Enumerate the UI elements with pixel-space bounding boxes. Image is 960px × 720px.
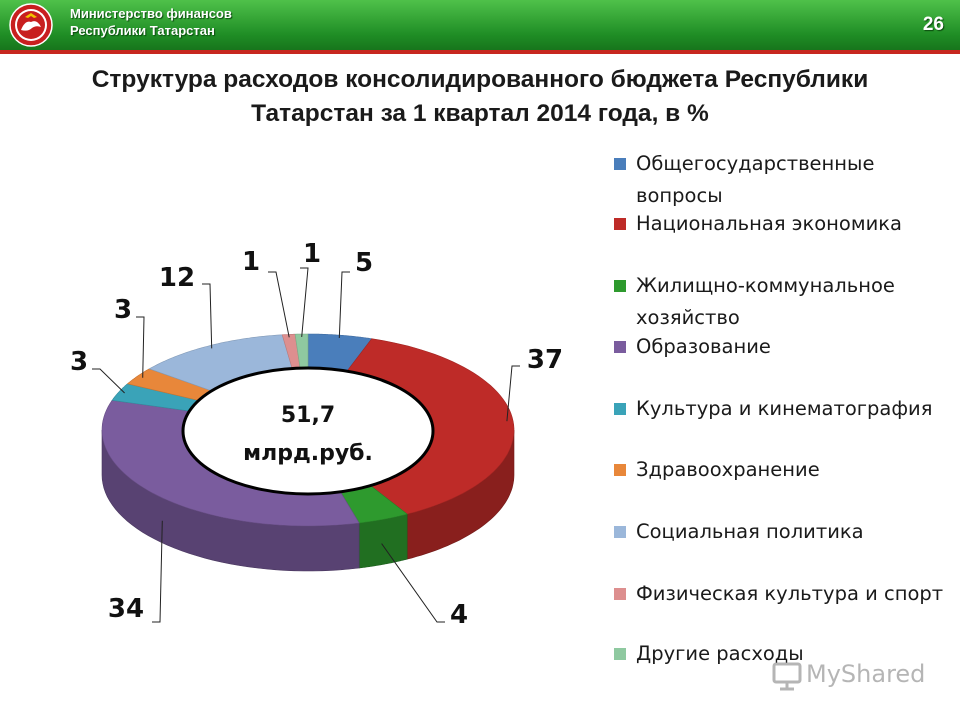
legend-label: Национальная экономика [636, 212, 902, 235]
legend-swatch [614, 648, 626, 660]
legend-label: Жилищно-коммунальное хозяйство [636, 274, 895, 329]
legend-swatch [614, 403, 626, 415]
leader-line [92, 368, 125, 394]
ministry-name-line2: Республики Татарстан [70, 23, 215, 38]
ministry-name: Министерство финансов Республики Татарст… [70, 5, 232, 39]
page-number: 26 [922, 14, 944, 35]
legend-label: Общегосударственные вопросы [636, 152, 875, 207]
legend-swatch [614, 588, 626, 600]
slide-title-line1: Структура расходов консолидированного бю… [91, 66, 869, 93]
tatarstan-emblem-icon [9, 3, 53, 47]
header-accent-line [0, 50, 960, 54]
data-label: 12 [159, 263, 195, 293]
leader-line [268, 271, 290, 338]
data-label: 37 [527, 345, 563, 375]
legend-swatch [614, 526, 626, 538]
donut-center [181, 366, 435, 496]
slide-title-line2: Татарстан за 1 квартал 2014 года, в % [251, 100, 709, 127]
header-bar [0, 0, 960, 50]
leader-lines [92, 267, 520, 623]
center-value: 51,7 [281, 403, 335, 428]
legend-label: Образование [636, 335, 771, 358]
leader-line [338, 271, 350, 339]
legend-swatch [614, 464, 626, 476]
legend-swatch [614, 218, 626, 230]
legend-label: Здравоохранение [636, 458, 820, 481]
data-label: 1 [303, 239, 321, 269]
leader-line [152, 520, 163, 623]
leader-line [202, 283, 213, 349]
leader-line [136, 316, 145, 378]
legend-label: Культура и кинематография [636, 397, 933, 420]
data-label: 5 [355, 248, 373, 278]
legend-label: Другие расходы [636, 642, 804, 665]
leader-line [506, 365, 520, 422]
ministry-name-line1: Министерство финансов [70, 6, 232, 21]
data-label: 3 [114, 295, 132, 325]
watermark: MyShared [770, 656, 940, 696]
presentation-icon [772, 662, 802, 691]
data-label: 3 [70, 347, 88, 377]
data-label: 1 [242, 247, 260, 277]
leader-line [300, 267, 309, 337]
data-label: 34 [108, 594, 144, 624]
slide-title: Структура расходов консолидированного бю… [20, 63, 940, 131]
center-unit: млрд.руб. [243, 441, 373, 466]
data-labels: 5 37 4 34 33 12 1 1 [70, 239, 563, 630]
leader-line [381, 543, 445, 623]
watermark-text: MyShared [806, 660, 926, 688]
legend-swatch [614, 158, 626, 170]
legend-label: Социальная политика [636, 520, 864, 543]
data-label: 4 [450, 600, 468, 630]
legend-swatch [614, 280, 626, 292]
donut-hole: 51,7 млрд.руб. [181, 366, 435, 496]
legend-label: Физическая культура и спорт [636, 582, 944, 605]
legend-swatch [614, 341, 626, 353]
